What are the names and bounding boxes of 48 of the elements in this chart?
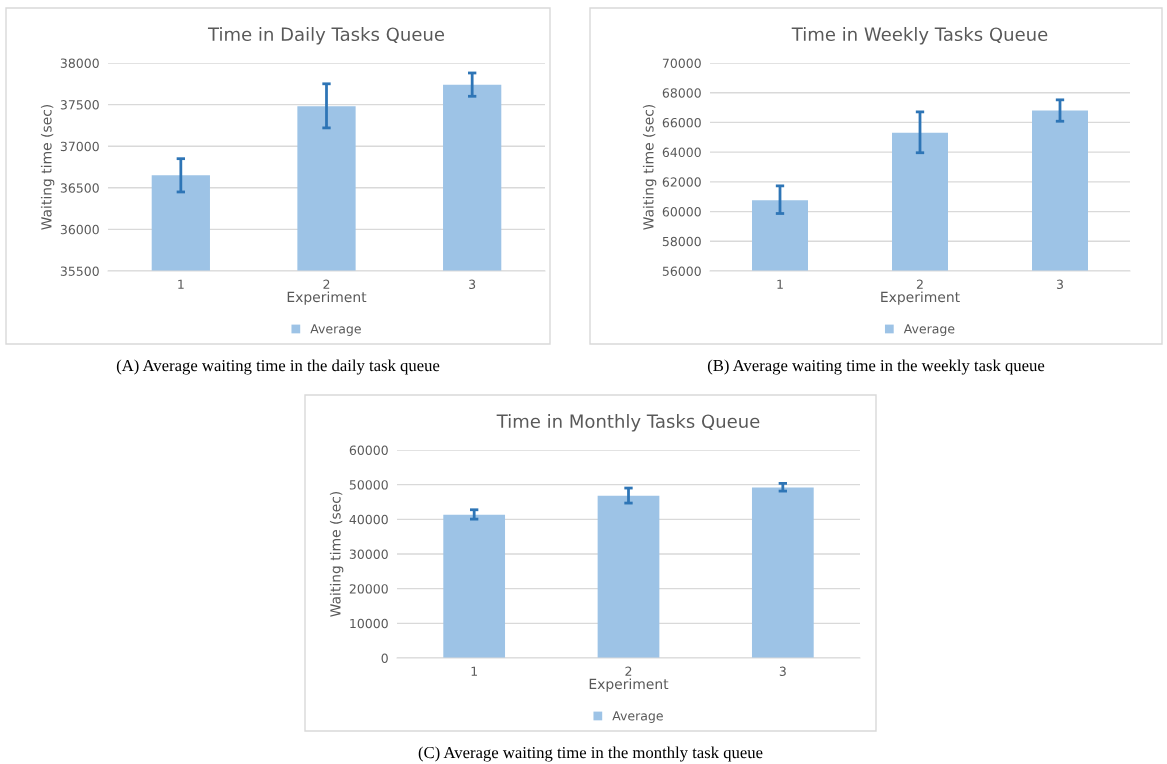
bar xyxy=(443,514,506,658)
chart-title: Time in Weekly Tasks Queue xyxy=(791,27,1048,45)
x-axis-title: Experiment xyxy=(589,678,669,692)
y-tick-label: 50000 xyxy=(349,480,388,490)
y-tick-label: 58000 xyxy=(662,236,701,247)
x-tick-label: 3 xyxy=(779,666,786,677)
y-tick-label: 38000 xyxy=(60,58,99,68)
chart-title: Time in Daily Tasks Queue xyxy=(207,27,445,45)
x-tick-label: 1 xyxy=(471,666,477,676)
y-tick-label: 66000 xyxy=(662,117,701,128)
x-tick-label: 2 xyxy=(916,279,923,289)
bar xyxy=(597,495,660,658)
y-tick-label: 70000 xyxy=(662,58,701,68)
x-tick-label: 1 xyxy=(777,279,783,289)
x-tick-label: 3 xyxy=(1056,279,1063,290)
text: (C) Average waiting time in the monthly task queue xyxy=(418,746,763,762)
y-tick-label: 0 xyxy=(381,653,388,663)
y-tick-label: 62000 xyxy=(662,177,701,187)
y-tick-label: 37500 xyxy=(60,100,99,110)
y-tick-label: 64000 xyxy=(662,147,701,158)
y-tick-label: 30000 xyxy=(349,549,388,559)
y-tick-label: 40000 xyxy=(349,514,388,525)
y-tick-label: 20000 xyxy=(349,584,388,594)
x-tick-label: 2 xyxy=(625,666,632,676)
legend-label: Average xyxy=(310,324,361,336)
y-axis-title: Waiting time (sec) xyxy=(642,104,657,230)
y-tick-label: 36000 xyxy=(60,224,99,235)
y-axis-title: Waiting time (sec) xyxy=(40,104,55,230)
bar xyxy=(751,487,814,658)
x-axis-title: Experiment xyxy=(287,291,367,305)
x-axis-title: Experiment xyxy=(881,291,960,305)
y-tick-label: 68000 xyxy=(662,88,701,98)
text: (B) Average waiting time in the weekly task queue xyxy=(707,359,1045,375)
x-tick-label: 2 xyxy=(323,279,330,289)
x-tick-label: 1 xyxy=(178,279,184,289)
y-tick-label: 56000 xyxy=(662,266,701,276)
y-tick-label: 10000 xyxy=(350,618,388,629)
chart-title: Time in Monthly Tasks Queue xyxy=(496,414,760,432)
legend-label: Average xyxy=(903,324,955,336)
y-tick-label: 37000 xyxy=(60,141,99,152)
y-tick-label: 60000 xyxy=(349,445,388,455)
legend-label: Average xyxy=(612,711,663,723)
x-tick-label: 3 xyxy=(469,279,476,290)
y-tick-label: 35500 xyxy=(60,266,99,276)
y-axis-title: Waiting time (sec) xyxy=(329,491,344,617)
y-tick-label: 36500 xyxy=(60,183,99,193)
text: (A) Average waiting time in the daily task queue xyxy=(116,359,440,375)
y-tick-label: 60000 xyxy=(662,207,701,217)
